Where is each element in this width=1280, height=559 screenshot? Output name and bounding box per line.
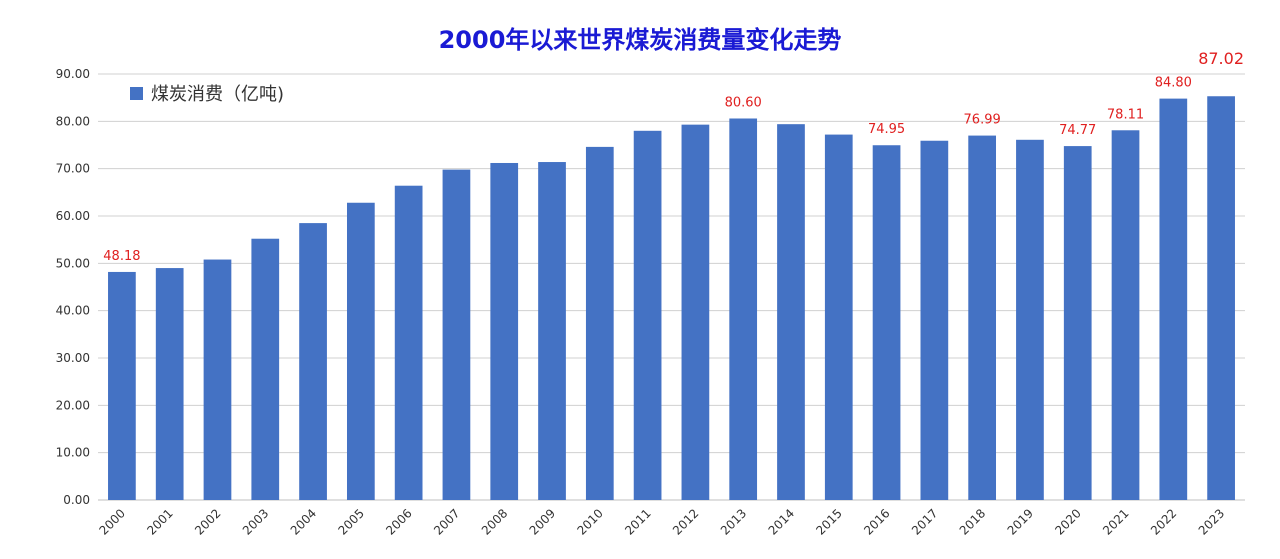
- data-label: 84.80: [1155, 76, 1192, 91]
- bar-2016: [872, 145, 901, 500]
- bar-2022: [1159, 98, 1188, 500]
- bar-2017: [920, 140, 949, 501]
- y-tick-label: 80.00: [56, 114, 90, 128]
- x-tick-label: 2005: [335, 506, 366, 537]
- bar-2003: [251, 238, 280, 500]
- data-label: 48.18: [103, 249, 140, 264]
- y-tick-label: 10.00: [56, 446, 90, 460]
- x-tick-label: 2014: [766, 506, 797, 537]
- x-tick-label: 2019: [1005, 506, 1036, 537]
- bar-2002: [203, 259, 232, 500]
- bar-2005: [346, 202, 375, 500]
- legend: 煤炭消费（亿吨): [130, 80, 284, 106]
- bar-2004: [299, 223, 327, 500]
- x-tick-label: 2021: [1100, 506, 1131, 537]
- bar-2019: [1016, 139, 1044, 500]
- bar-2011: [633, 130, 662, 501]
- data-label: 87.02: [1198, 49, 1244, 68]
- data-label: 78.11: [1107, 107, 1144, 122]
- bar-2023: [1207, 96, 1235, 500]
- bar-2000: [108, 271, 136, 500]
- bar-2009: [538, 162, 566, 501]
- chart-title: 2000年以来世界煤炭消费量变化走势: [438, 26, 842, 54]
- x-tick-label: 2016: [861, 506, 892, 537]
- bar-2008: [490, 162, 519, 500]
- x-tick-label: 2007: [431, 506, 462, 537]
- y-tick-label: 60.00: [56, 209, 90, 223]
- bar-2012: [681, 124, 710, 500]
- data-label: 80.60: [725, 95, 762, 110]
- x-tick-label: 2001: [144, 506, 175, 537]
- y-tick-label: 90.00: [56, 67, 90, 81]
- x-tick-label: 2013: [718, 506, 749, 537]
- x-tick-label: 2003: [240, 506, 271, 537]
- bar-2007: [442, 169, 471, 500]
- x-tick-label: 2009: [527, 506, 558, 537]
- x-tick-label: 2006: [383, 506, 414, 537]
- bar-2001: [155, 268, 184, 500]
- x-tick-label: 2018: [957, 506, 988, 537]
- x-tick-label: 2012: [670, 506, 701, 537]
- y-tick-label: 30.00: [56, 351, 90, 365]
- bar-2021: [1111, 130, 1140, 500]
- bar-2020: [1063, 146, 1092, 500]
- bar-2014: [777, 124, 805, 500]
- legend-swatch: [130, 86, 143, 100]
- bar-2006: [394, 185, 423, 500]
- bar-2010: [585, 146, 614, 501]
- x-tick-label: 2004: [288, 506, 319, 537]
- y-tick-label: 50.00: [56, 256, 90, 270]
- data-label: 74.95: [868, 122, 905, 137]
- x-tick-label: 2008: [479, 506, 510, 537]
- x-tick-label: 2023: [1196, 506, 1227, 537]
- x-tick-label: 2000: [97, 506, 128, 537]
- legend-label: 煤炭消费（亿吨): [151, 84, 285, 105]
- bar-2013: [729, 118, 758, 500]
- x-tick-label: 2022: [1148, 506, 1179, 537]
- x-tick-label: 2010: [574, 506, 605, 537]
- y-tick-label: 20.00: [56, 398, 90, 412]
- y-tick-label: 40.00: [56, 304, 90, 318]
- y-tick-label: 0.00: [63, 493, 90, 507]
- bar-2015: [824, 134, 853, 500]
- bar-2018: [968, 135, 997, 500]
- y-tick-label: 70.00: [56, 162, 90, 176]
- x-tick-label: 2011: [622, 506, 653, 537]
- x-tick-label: 2017: [909, 506, 940, 537]
- x-tick-label: 2020: [1052, 506, 1083, 537]
- x-tick-label: 2015: [813, 506, 844, 537]
- x-tick-label: 2002: [192, 506, 223, 537]
- data-label: 76.99: [964, 113, 1001, 128]
- data-label: 74.77: [1059, 123, 1096, 138]
